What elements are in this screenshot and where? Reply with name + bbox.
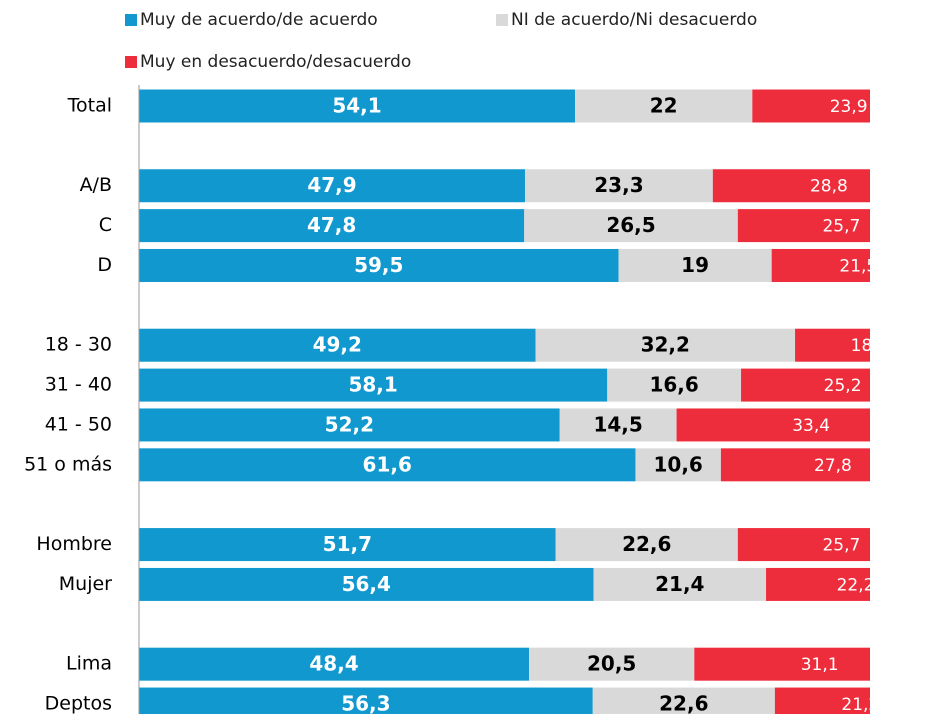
bar-segment xyxy=(139,567,594,601)
category-label: Hombre xyxy=(36,533,112,555)
bar-segment xyxy=(676,408,870,442)
bar-segment xyxy=(737,209,870,243)
category-label: C xyxy=(99,214,112,236)
category-label: Deptos xyxy=(45,693,112,714)
bar-segment xyxy=(139,408,560,442)
value-label: 22,6 xyxy=(622,532,671,556)
category-label: D xyxy=(97,254,112,276)
value-label: 58,1 xyxy=(348,373,397,397)
category-label: 18 - 30 xyxy=(45,334,112,356)
value-label: 54,1 xyxy=(332,94,381,118)
value-label: 33,4 xyxy=(792,416,830,436)
bar-segment xyxy=(139,89,576,123)
bar-segment xyxy=(712,169,870,203)
legend-swatch xyxy=(125,56,137,68)
value-label: 22,6 xyxy=(659,692,708,714)
bar-segment xyxy=(139,248,619,282)
value-label: 25,7 xyxy=(822,536,860,556)
bar-segment xyxy=(752,89,870,123)
category-label: 51 o más xyxy=(24,453,112,475)
bar-segment xyxy=(139,368,608,402)
value-label: 25,7 xyxy=(822,217,860,237)
category-label: A/B xyxy=(80,174,112,196)
value-label: 47,8 xyxy=(307,213,356,237)
value-label: 23,3 xyxy=(594,173,643,197)
value-label: 21,5 xyxy=(839,256,877,276)
plot-area xyxy=(139,89,870,714)
bar-segment xyxy=(139,169,526,203)
category-label: 31 - 40 xyxy=(45,374,112,396)
bar-segment xyxy=(555,528,738,562)
legend-swatch xyxy=(496,14,508,26)
value-label: 49,2 xyxy=(313,333,362,357)
category-label: 41 - 50 xyxy=(45,413,112,435)
category-label: Lima xyxy=(66,653,112,675)
bar-segment xyxy=(575,89,753,123)
category-label: Total xyxy=(67,95,112,117)
value-label: 61,6 xyxy=(363,452,412,476)
value-label: 20,5 xyxy=(587,652,636,676)
bar-segment xyxy=(635,448,721,482)
value-label: 47,9 xyxy=(307,173,356,197)
value-label: 25,2 xyxy=(824,376,862,396)
bar-segment xyxy=(737,528,870,562)
value-label: 59,5 xyxy=(354,253,403,277)
value-label: 23,9 xyxy=(830,97,868,117)
value-label: 48,4 xyxy=(309,652,358,676)
bar-segment xyxy=(535,328,796,362)
value-label: 26,5 xyxy=(606,213,655,237)
category-label: Mujer xyxy=(59,573,112,595)
bar-segment xyxy=(529,647,695,681)
value-label: 19 xyxy=(681,253,709,277)
value-label: 16,6 xyxy=(649,373,698,397)
bar-segment xyxy=(139,687,593,714)
bar-segment xyxy=(525,169,713,203)
value-label: 22,2 xyxy=(837,575,875,595)
bar-segment xyxy=(139,448,636,482)
value-label: 31,1 xyxy=(801,655,839,675)
legend-label: Muy en desacuerdo/desacuerdo xyxy=(140,52,411,72)
bar-segment xyxy=(139,647,530,681)
bar-segment xyxy=(593,567,767,601)
bar-segment xyxy=(139,328,536,362)
value-label: 32,2 xyxy=(641,333,690,357)
bar-segment xyxy=(741,368,870,402)
bar-segment xyxy=(694,647,870,681)
bar-segment xyxy=(607,368,742,402)
value-label: 10,6 xyxy=(654,452,703,476)
value-label: 21,2 xyxy=(841,695,879,714)
bar-segment xyxy=(795,328,870,362)
value-label: 18,5 xyxy=(851,336,889,356)
value-label: 51,7 xyxy=(323,532,372,556)
value-label: 28,8 xyxy=(810,177,848,197)
bar-segment xyxy=(139,209,525,243)
legend-label: NI de acuerdo/Ni desacuerdo xyxy=(511,10,757,30)
bar-segment xyxy=(766,567,870,601)
value-label: 22 xyxy=(650,94,678,118)
bar-segment xyxy=(559,408,677,442)
bar-segment xyxy=(720,448,870,482)
legend-swatch xyxy=(125,14,137,26)
bar-segment xyxy=(524,209,738,243)
value-label: 14,5 xyxy=(593,412,642,436)
bar-segment xyxy=(618,248,772,282)
value-label: 56,3 xyxy=(341,692,390,714)
bar-segment xyxy=(592,687,775,714)
bar-segment xyxy=(139,528,556,562)
value-label: 52,2 xyxy=(325,412,374,436)
bar-segment xyxy=(771,248,870,282)
bar-segment xyxy=(774,687,870,714)
value-label: 56,4 xyxy=(342,572,391,596)
value-label: 21,4 xyxy=(655,572,704,596)
legend-label: Muy de acuerdo/de acuerdo xyxy=(140,10,378,30)
value-label: 27,8 xyxy=(814,456,852,476)
